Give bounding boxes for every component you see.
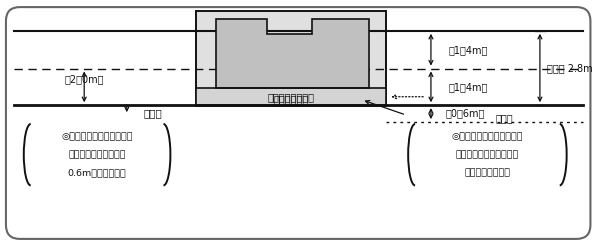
Text: すると後退敟地の幅が: すると後退敟地の幅が bbox=[69, 150, 126, 159]
Text: 道路幅 2.8m: 道路幅 2.8m bbox=[547, 63, 592, 73]
Text: 0.6mとなります。: 0.6mとなります。 bbox=[67, 168, 126, 177]
Text: ◎道路中心線から２ｍ後退: ◎道路中心線から２ｍ後退 bbox=[61, 132, 133, 141]
Text: （0．6m）: （0．6m） bbox=[446, 108, 485, 119]
Polygon shape bbox=[216, 19, 368, 88]
Text: （2．0m）: （2．0m） bbox=[64, 74, 104, 84]
Text: （道路中心線）: （道路中心線） bbox=[228, 59, 269, 69]
Text: （申請敟地）: （申請敟地） bbox=[274, 94, 309, 104]
Text: （建物）: （建物） bbox=[280, 59, 305, 69]
FancyBboxPatch shape bbox=[6, 7, 591, 239]
Text: ◎後退した敟地内には建物: ◎後退した敟地内には建物 bbox=[452, 132, 523, 141]
Text: （1．4m）: （1．4m） bbox=[449, 82, 488, 92]
Text: （後退した敟地）: （後退した敟地） bbox=[268, 92, 315, 102]
Bar bbox=[196, 88, 386, 105]
Text: （1．4m）: （1．4m） bbox=[449, 45, 488, 55]
Text: や門・さく・塩等を作る: や門・さく・塩等を作る bbox=[456, 150, 519, 159]
Text: 後退線: 後退線 bbox=[495, 113, 513, 123]
Text: ことができない。: ことができない。 bbox=[464, 168, 510, 177]
Text: 境界線: 境界線 bbox=[144, 108, 163, 118]
Bar bbox=[196, 11, 386, 105]
